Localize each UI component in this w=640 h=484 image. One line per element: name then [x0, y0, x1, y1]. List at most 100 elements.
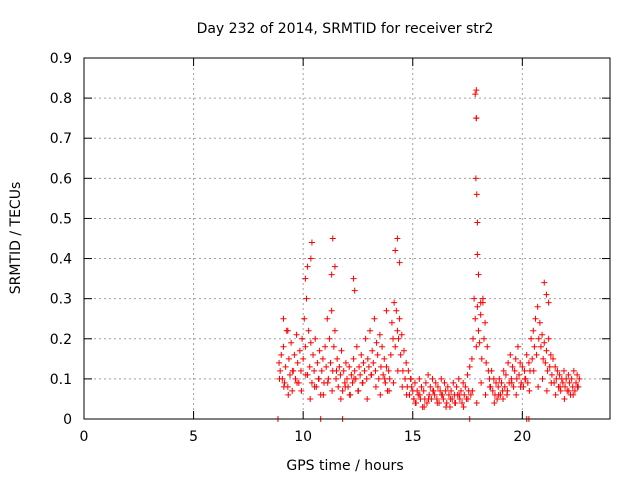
data-point [364, 395, 371, 402]
data-point [335, 383, 342, 390]
data-point [486, 383, 493, 390]
y-tick-label: 0.2 [50, 332, 72, 348]
data-point [445, 391, 452, 398]
data-point [474, 251, 481, 258]
data-point [289, 387, 296, 394]
data-point [548, 379, 555, 386]
data-point [331, 327, 338, 334]
data-point [360, 359, 367, 366]
data-point [496, 375, 503, 382]
data-point [298, 387, 305, 394]
data-point [473, 399, 480, 406]
data-point [350, 355, 357, 362]
y-tick-label: 0 [63, 412, 72, 428]
data-point [462, 383, 469, 390]
data-point [536, 319, 543, 326]
data-point [416, 375, 423, 382]
data-point [331, 263, 338, 270]
data-point [414, 387, 421, 394]
data-point [328, 307, 335, 314]
x-axis-label: GPS time / hours [286, 458, 403, 474]
data-point [475, 271, 482, 278]
data-point [377, 363, 384, 370]
data-point [420, 387, 427, 394]
data-point [282, 363, 289, 370]
data-point [431, 391, 438, 398]
data-point [412, 399, 419, 406]
data-point [447, 395, 454, 402]
data-point [281, 379, 288, 386]
data-point [490, 375, 497, 382]
data-point [529, 355, 536, 362]
data-point [504, 387, 511, 394]
data-point [308, 379, 315, 386]
data-point [364, 355, 371, 362]
data-point [534, 303, 541, 310]
data-point [329, 235, 336, 242]
data-point [565, 371, 572, 378]
data-point [351, 287, 358, 294]
data-point [521, 367, 528, 374]
data-point [443, 399, 450, 406]
data-point [542, 359, 549, 366]
data-point [425, 371, 432, 378]
data-point [302, 371, 309, 378]
data-point [346, 391, 353, 398]
x-tick-label: 15 [404, 429, 422, 445]
data-point [277, 367, 284, 374]
data-point [545, 299, 552, 306]
data-point [440, 395, 447, 402]
data-point [477, 311, 484, 318]
data-point [472, 315, 479, 322]
data-point [516, 371, 523, 378]
data-point [521, 375, 528, 382]
data-point [523, 351, 530, 358]
data-point [500, 367, 507, 374]
data-point [338, 347, 345, 354]
data-point [353, 343, 360, 350]
data-point [557, 387, 564, 394]
data-point [383, 363, 390, 370]
data-point [399, 367, 406, 374]
data-point [300, 355, 307, 362]
data-point [393, 307, 400, 314]
data-point [320, 391, 327, 398]
data-point [438, 391, 445, 398]
data-point [574, 371, 581, 378]
data-point [473, 191, 480, 198]
y-tick-label: 0.8 [50, 91, 72, 107]
data-point [416, 391, 423, 398]
data-point [344, 375, 350, 382]
data-point [328, 271, 335, 278]
data-point [568, 375, 575, 382]
data-point [557, 383, 564, 390]
data-point [280, 383, 287, 390]
data-point [488, 367, 495, 374]
data-point [398, 331, 405, 338]
data-point [479, 295, 486, 302]
data-point [468, 355, 475, 362]
data-point [327, 359, 334, 366]
data-point [337, 395, 344, 402]
data-point [553, 375, 560, 382]
data-point [322, 343, 329, 350]
data-point [513, 391, 520, 398]
data-point [294, 359, 301, 366]
data-point [289, 367, 296, 374]
data-point [333, 367, 340, 374]
data-point [528, 335, 535, 342]
data-point [348, 371, 355, 378]
data-point [464, 395, 471, 402]
data-point [402, 375, 409, 382]
data-point [539, 375, 546, 382]
data-point [285, 355, 292, 362]
data-point [566, 379, 573, 386]
data-point [310, 351, 317, 358]
data-point [556, 371, 563, 378]
data-point [339, 387, 346, 394]
data-point [392, 247, 399, 254]
data-point [392, 343, 399, 350]
data-point [530, 327, 537, 334]
data-point [470, 335, 477, 342]
